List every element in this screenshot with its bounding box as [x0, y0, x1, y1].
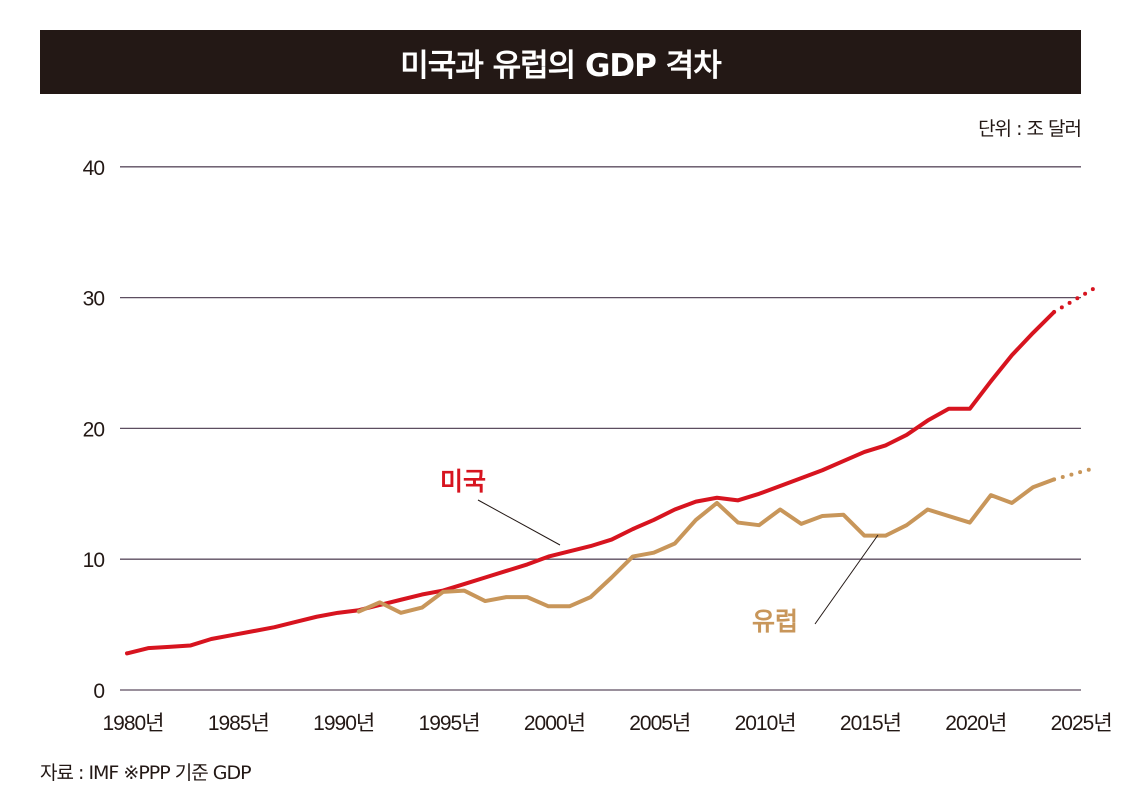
us-annotation: 미국 [440, 467, 486, 496]
x-tick-label: 2020년 [945, 712, 1006, 735]
unit-label: 단위 : 조 달러 [978, 118, 1082, 140]
y-tick-label: 30 [83, 288, 105, 311]
x-tick-label: 2015년 [840, 712, 901, 735]
europe-series-line [356, 477, 1057, 615]
x-tick-label: 1980년 [102, 712, 163, 735]
x-tick-label: 1985년 [208, 712, 269, 735]
chart-title: 미국과 유럽의 GDP 격차 [400, 47, 721, 84]
us-projection-line [1052, 285, 1099, 314]
x-tick-label: 2000년 [524, 712, 585, 735]
europe-annotation: 유럽 [752, 607, 798, 636]
y-tick-label: 20 [83, 418, 105, 441]
source-note: 자료 : IMF ※PPP 기준 GDP [40, 762, 252, 784]
us-series-line [125, 309, 1057, 656]
x-tick-label: 1990년 [313, 712, 374, 735]
y-tick-label: 40 [83, 157, 105, 180]
x-tick-label: 1995년 [419, 712, 480, 735]
x-tick-label: 2010년 [735, 712, 796, 735]
chart-title-bar: 미국과 유럽의 GDP 격차 [40, 30, 1081, 94]
us-leader-line [477, 499, 561, 546]
x-tick-label: 2005년 [629, 712, 690, 735]
europe-leader-line [814, 534, 879, 625]
y-tick-label: 10 [83, 549, 105, 572]
x-tick-label: 2025년 [1051, 712, 1112, 735]
europe-projection-line [1052, 465, 1099, 482]
y-tick-label: 0 [93, 680, 104, 703]
